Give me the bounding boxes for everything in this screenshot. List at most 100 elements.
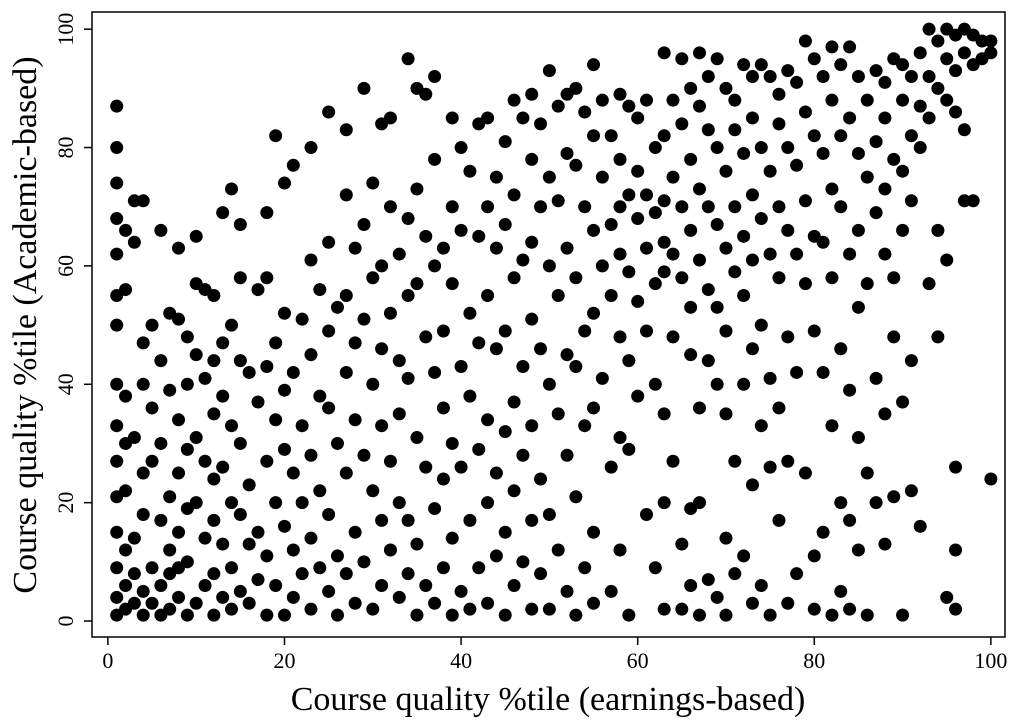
point	[163, 490, 177, 504]
point	[763, 70, 777, 84]
point	[225, 561, 239, 575]
point	[613, 431, 627, 445]
point	[410, 537, 424, 551]
point	[587, 306, 601, 320]
point	[560, 448, 574, 462]
point	[622, 442, 636, 456]
point	[286, 365, 300, 379]
point	[428, 596, 442, 610]
point	[304, 141, 318, 155]
point	[542, 170, 556, 184]
point	[631, 294, 645, 308]
point	[851, 431, 865, 445]
point	[216, 537, 230, 551]
point	[666, 330, 680, 344]
point	[772, 200, 786, 214]
point	[136, 584, 150, 598]
point	[931, 34, 945, 48]
point	[145, 318, 159, 332]
point	[745, 253, 759, 267]
point	[489, 342, 503, 356]
point	[127, 235, 141, 249]
point	[304, 531, 318, 545]
point	[304, 448, 318, 462]
point	[525, 419, 539, 433]
point	[816, 365, 830, 379]
point	[798, 105, 812, 119]
point	[904, 70, 918, 84]
y-tick-label: 80	[53, 137, 78, 159]
point	[304, 348, 318, 362]
point	[136, 194, 150, 208]
point	[322, 507, 336, 521]
point	[772, 271, 786, 285]
point	[304, 602, 318, 616]
point	[763, 460, 777, 474]
point	[745, 111, 759, 125]
point	[154, 579, 168, 593]
point	[348, 241, 362, 255]
point	[260, 549, 274, 563]
point	[896, 608, 910, 622]
point	[719, 164, 733, 178]
point	[560, 348, 574, 362]
point	[896, 58, 910, 72]
point	[869, 496, 883, 510]
point	[692, 182, 706, 196]
point	[878, 247, 892, 261]
point	[339, 567, 353, 581]
point	[834, 129, 848, 143]
point	[657, 129, 671, 143]
point	[216, 389, 230, 403]
point	[454, 223, 468, 237]
point	[640, 324, 654, 338]
point	[798, 277, 812, 291]
y-tick-label: 40	[53, 373, 78, 395]
point	[807, 549, 821, 563]
point	[701, 123, 715, 137]
point	[189, 229, 203, 243]
point	[843, 247, 857, 261]
point	[419, 229, 433, 243]
point	[375, 513, 389, 527]
point	[516, 448, 530, 462]
point	[180, 442, 194, 456]
point	[860, 608, 874, 622]
point	[675, 52, 689, 66]
point	[816, 146, 830, 160]
point	[507, 93, 521, 107]
point	[127, 567, 141, 581]
point	[286, 590, 300, 604]
point	[189, 431, 203, 445]
point	[119, 484, 133, 498]
point	[207, 407, 221, 421]
point	[145, 454, 159, 468]
point	[843, 383, 857, 397]
point	[648, 377, 662, 391]
point	[154, 354, 168, 368]
point	[569, 271, 583, 285]
point	[887, 152, 901, 166]
point	[587, 129, 601, 143]
point	[516, 111, 530, 125]
point	[110, 377, 124, 391]
point	[719, 324, 733, 338]
point	[710, 377, 724, 391]
point	[648, 141, 662, 155]
point	[269, 579, 283, 593]
point	[330, 608, 344, 622]
point	[127, 431, 141, 445]
point	[745, 70, 759, 84]
point	[701, 200, 715, 214]
point	[719, 407, 733, 421]
point	[737, 288, 751, 302]
point	[348, 336, 362, 350]
point	[154, 436, 168, 450]
point	[825, 40, 839, 54]
y-axis-title: Course quality %tile (Academic-based)	[7, 56, 44, 593]
point	[798, 34, 812, 48]
point	[172, 312, 186, 326]
point	[154, 513, 168, 527]
point	[110, 525, 124, 539]
point	[675, 200, 689, 214]
